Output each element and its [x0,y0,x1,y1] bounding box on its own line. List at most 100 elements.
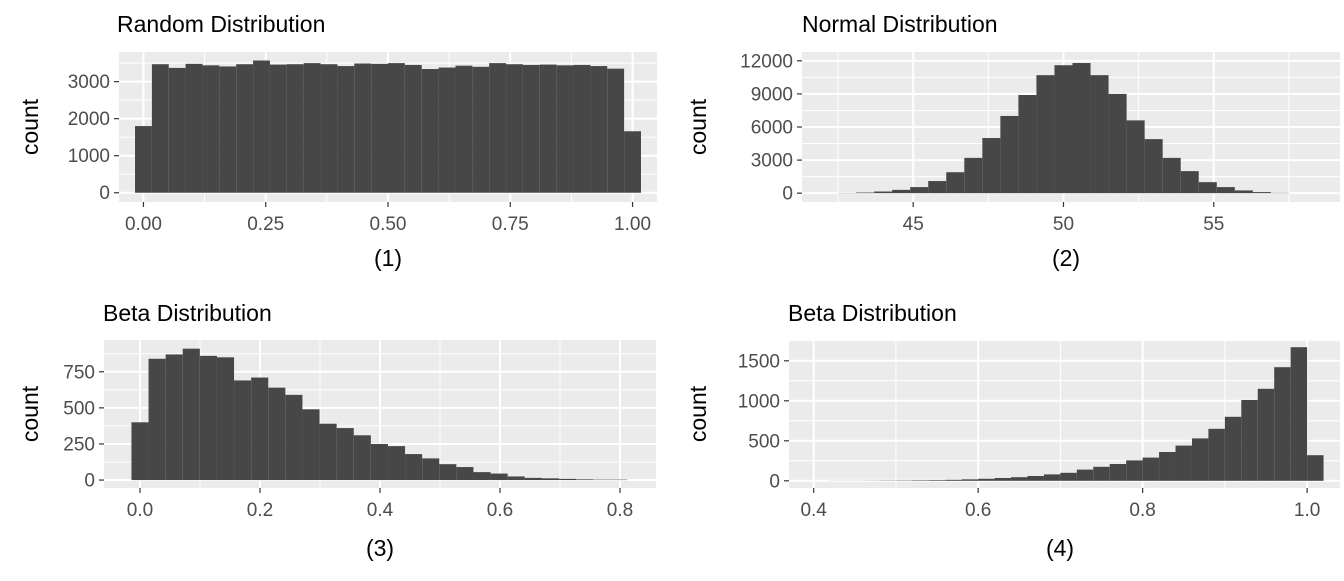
histogram-bar [304,63,321,193]
histogram-bar [455,66,472,193]
histogram-bar [439,464,456,480]
histogram-bar [856,193,874,194]
x-tick-label: 0.0 [127,500,153,521]
histogram-bar [456,467,473,480]
histogram-bar [525,478,542,480]
y-tick-label: 3000 [68,72,110,93]
histogram-bar [1225,417,1241,481]
histogram-bar [1235,190,1253,193]
histogram-bar [624,131,641,192]
histogram-bar [1093,467,1109,481]
histogram-bar [1011,477,1027,481]
histogram-bar [149,359,166,480]
histogram-bar [1159,452,1175,481]
y-tick-label: 12000 [740,51,793,72]
histogram-bar [337,428,354,480]
histogram-bar [1208,429,1224,481]
histogram-bar [1000,116,1018,193]
histogram-bar [236,64,253,193]
histogram-bar [1044,474,1060,480]
histogram-bar [892,190,910,193]
histogram-bar [219,66,236,192]
histogram-bar [557,65,574,192]
histogram-bar [472,67,489,193]
histogram-bar [1274,367,1290,481]
histogram-bar [910,187,928,193]
histogram-bar [321,64,338,193]
x-axis-label: (1) [374,245,402,271]
x-tick-label: 0.4 [800,500,827,521]
histogram-bar [1091,75,1109,193]
x-tick-label: 55 [1203,214,1224,235]
y-tick-label: 1500 [738,351,780,372]
histogram-bar [371,444,388,480]
histogram-bar [285,395,302,480]
histogram-bar [559,479,576,480]
x-axis-label: (2) [1052,245,1080,271]
histogram-bar [1199,182,1217,193]
y-tick-label: 1000 [738,391,780,412]
histogram-bar [1163,158,1181,193]
histogram-bar [1253,192,1271,193]
histogram-bar [1077,470,1093,481]
y-tick-label: 0 [782,184,793,205]
histogram-bar [1307,455,1323,481]
histogram-bar [1143,458,1159,481]
y-tick-label: 500 [748,431,780,452]
histogram-bar [542,478,559,480]
histogram-bar [928,181,946,193]
histogram-bar [1258,389,1274,481]
histogram-bar [152,64,169,193]
chart-title: Beta Distribution [103,300,272,326]
histogram-bar [978,479,994,481]
chart-title: Beta Distribution [788,300,957,326]
histogram-bar [1217,187,1235,193]
histogram-bar [1073,63,1091,193]
x-tick-label: 50 [1053,214,1074,235]
x-tick-label: 0.00 [125,214,162,235]
x-tick-label: 1.00 [614,214,651,235]
histogram-bar [1181,171,1199,193]
histogram-bar [388,446,405,480]
histogram-bar [131,422,148,480]
x-tick-label: 45 [903,214,924,235]
y-tick-label: 500 [63,398,95,419]
histogram-bar [607,69,624,193]
histogram-bar [1054,65,1072,193]
x-tick-label: 0.8 [1129,500,1155,521]
histogram-bar [354,435,371,480]
y-axis-label: count [17,385,43,442]
chart-title: Random Distribution [117,11,325,37]
histogram-bar [1110,464,1126,481]
y-tick-label: 750 [63,362,95,383]
histogram-bar [1127,120,1145,193]
histogram-bar [439,68,456,193]
y-tick-label: 1000 [68,146,110,167]
x-axis-label: (4) [1046,535,1074,561]
histogram-bar [540,65,557,193]
histogram-bar [371,64,388,193]
histogram-bar [200,356,217,480]
histogram-bar [995,478,1011,481]
histogram-bar [422,69,439,193]
histogram-bar [473,472,490,480]
y-axis-label: count [685,98,711,155]
histogram-bar [1241,400,1257,481]
histogram-bar [491,474,508,480]
histogram-bar [302,409,319,480]
x-tick-label: 0.2 [247,500,273,521]
histogram-bar [1018,95,1036,193]
histogram-bar [270,65,287,193]
histogram-bar [1027,476,1043,481]
x-tick-label: 0.8 [607,500,633,521]
x-tick-label: 0.75 [492,214,529,235]
histogram-bar [354,63,371,192]
y-tick-label: 0 [99,183,110,204]
x-tick-label: 0.25 [247,214,284,235]
y-tick-label: 2000 [68,109,110,130]
x-tick-label: 1.0 [1294,500,1320,521]
